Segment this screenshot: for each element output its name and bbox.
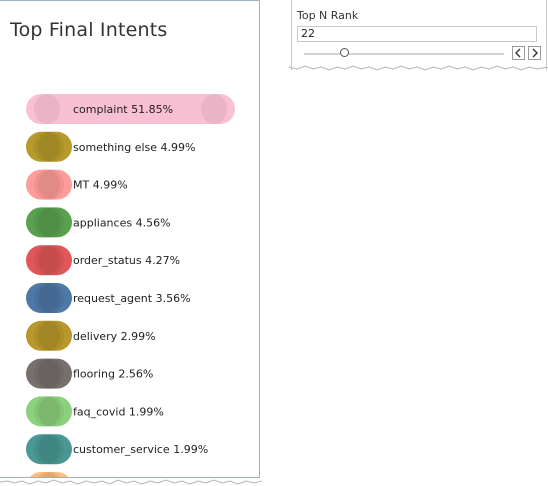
bar-label: complaint 51.85% bbox=[73, 103, 173, 116]
intent-chart: complaint 51.85% something else 4.99% MT 4… bbox=[26, 94, 235, 478]
bar-end-accent bbox=[34, 94, 60, 124]
bar-end-accent bbox=[34, 434, 60, 465]
bar-end-accent bbox=[38, 245, 64, 276]
filter-torn-edge bbox=[289, 65, 548, 71]
chevron-left-icon bbox=[515, 48, 521, 58]
bar-end-accent bbox=[38, 320, 64, 351]
intent-bar[interactable] bbox=[26, 320, 72, 351]
top-n-rank-filter: Top N Rank 22 bbox=[291, 0, 547, 70]
bar-label: delivery 2.99% bbox=[73, 330, 156, 343]
intent-bar-group[interactable]: order_status 4.27% bbox=[26, 245, 180, 276]
intent-bar[interactable] bbox=[26, 169, 72, 200]
bar-end-accent bbox=[38, 396, 64, 427]
filter-label: Top N Rank bbox=[297, 9, 359, 22]
bar-end-accent bbox=[201, 94, 227, 124]
intent-bar[interactable] bbox=[26, 358, 72, 389]
intent-bar[interactable] bbox=[26, 434, 72, 465]
next-button[interactable] bbox=[528, 46, 541, 60]
bar-label: MT 4.99% bbox=[73, 179, 128, 192]
chevron-right-icon bbox=[532, 48, 538, 58]
torn-edge bbox=[0, 479, 262, 485]
intent-bar-group[interactable]: complaint 51.85% bbox=[26, 94, 235, 124]
bar-end-accent bbox=[41, 472, 61, 477]
intent-bar-group[interactable]: customer_service 1.99% bbox=[26, 434, 208, 465]
bar-end-accent bbox=[34, 207, 60, 238]
rank-slider-thumb[interactable] bbox=[339, 48, 349, 57]
intent-bar-group[interactable]: MT 4.99% bbox=[26, 169, 128, 200]
bar-end-accent bbox=[38, 131, 64, 162]
bar-label: appliances 4.56% bbox=[73, 216, 171, 229]
bar-end-accent bbox=[34, 131, 60, 162]
panel-title: Top Final Intents bbox=[10, 19, 168, 41]
bar-label: customer_service 1.99% bbox=[73, 443, 208, 456]
intent-bar-group[interactable]: delivery 2.99% bbox=[26, 320, 156, 351]
bar-label: flooring 2.56% bbox=[73, 368, 153, 381]
bar-end-accent bbox=[38, 434, 64, 465]
bar-label: faq_covid 1.99% bbox=[73, 405, 164, 418]
intent-bar-group[interactable]: something else 4.99% bbox=[26, 131, 196, 162]
bar-end-accent bbox=[34, 169, 60, 200]
bar-end-accent bbox=[34, 358, 60, 389]
rank-slider-track[interactable] bbox=[304, 53, 504, 55]
intent-bar[interactable] bbox=[26, 207, 72, 238]
previous-button[interactable] bbox=[512, 46, 525, 60]
intent-bar-group[interactable] bbox=[26, 472, 72, 478]
top-final-intents-panel: Top Final Intents complaint 51.85% someth… bbox=[0, 0, 260, 478]
intent-bar-group[interactable]: request_agent 3.56% bbox=[26, 283, 191, 313]
bar-end-accent bbox=[38, 169, 64, 200]
intent-bar-group[interactable]: faq_covid 1.99% bbox=[26, 396, 164, 427]
bar-end-accent bbox=[34, 245, 60, 276]
intent-bar[interactable] bbox=[26, 131, 72, 162]
intent-bar[interactable] bbox=[26, 245, 72, 276]
bar-end-accent bbox=[34, 283, 60, 313]
top-n-rank-input[interactable]: 22 bbox=[297, 26, 537, 42]
intent-bar[interactable] bbox=[26, 472, 72, 478]
bar-label: something else 4.99% bbox=[73, 141, 196, 154]
bar-end-accent bbox=[34, 320, 60, 351]
bar-label: order_status 4.27% bbox=[73, 254, 180, 267]
bar-end-accent bbox=[38, 207, 64, 238]
intent-bar[interactable] bbox=[26, 396, 72, 427]
bar-end-accent bbox=[38, 358, 64, 389]
bar-label: request_agent 3.56% bbox=[73, 292, 191, 305]
intent-bar-group[interactable]: appliances 4.56% bbox=[26, 207, 171, 238]
bar-end-accent bbox=[37, 472, 57, 477]
intent-bar-group[interactable]: flooring 2.56% bbox=[26, 358, 153, 389]
intent-bar[interactable] bbox=[26, 283, 72, 313]
intent-bar[interactable] bbox=[26, 94, 235, 124]
bar-end-accent bbox=[38, 283, 64, 313]
bar-end-accent bbox=[34, 396, 60, 427]
